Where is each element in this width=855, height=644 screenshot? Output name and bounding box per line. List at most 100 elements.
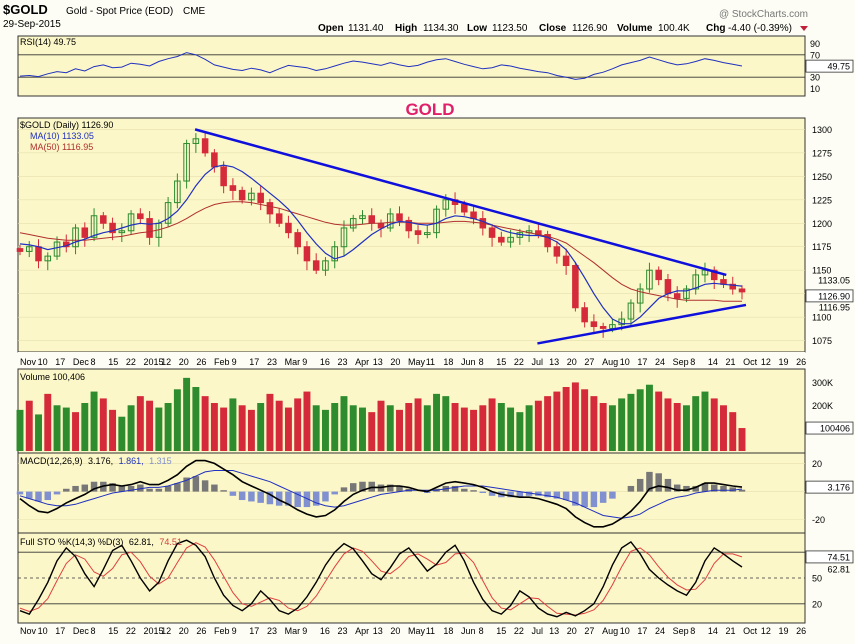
x-tick-label: Nov bbox=[20, 357, 37, 367]
price-candle bbox=[553, 246, 561, 257]
rsi-line bbox=[19, 52, 743, 80]
macd-histogram-bar bbox=[729, 487, 736, 492]
macd-histogram-bar bbox=[266, 491, 274, 505]
volume-bar bbox=[90, 391, 98, 451]
volume-bar bbox=[729, 412, 737, 451]
price-candle bbox=[331, 246, 338, 262]
macd-histogram-bar bbox=[590, 491, 598, 508]
chart-date: 29-Sep-2015 bbox=[3, 19, 61, 30]
volume-bar bbox=[109, 409, 117, 451]
macd-histogram-bar bbox=[646, 471, 653, 492]
macd-histogram-bar bbox=[396, 485, 403, 492]
macd-histogram-bar bbox=[72, 485, 79, 492]
price-candle bbox=[322, 260, 329, 271]
x-tick-label: Oct bbox=[743, 626, 758, 636]
price-candle bbox=[572, 265, 579, 309]
x-tick-label: 8 bbox=[91, 357, 96, 367]
price-candle bbox=[285, 222, 292, 234]
x-tick-label: 21 bbox=[726, 357, 736, 367]
macd-histogram-bar bbox=[636, 478, 644, 492]
price-candle bbox=[146, 218, 153, 238]
x-tick-label: 10 bbox=[38, 357, 48, 367]
sto-k-line bbox=[19, 539, 743, 618]
x-tick-label: 22 bbox=[126, 357, 136, 367]
macd-histogram-bar bbox=[90, 481, 98, 492]
x-tick-label: 26 bbox=[796, 357, 806, 367]
volume-bar bbox=[673, 403, 681, 451]
x-tick-label: 24 bbox=[655, 357, 665, 367]
volume-bar bbox=[368, 412, 376, 451]
macd-tick-label: 20 bbox=[812, 459, 822, 469]
macd-panel: 20 -20 3.176 MACD(12,26,9) 3.176, 1.861, 1… bbox=[16, 452, 854, 534]
volume-bar bbox=[16, 409, 24, 451]
price-candle bbox=[294, 232, 301, 248]
x-tick-label: 16 bbox=[320, 626, 330, 636]
x-tick-label: 26 bbox=[796, 626, 806, 636]
price-candle bbox=[461, 203, 468, 213]
x-tick-label: 11 bbox=[426, 357, 435, 367]
volume-bar bbox=[460, 407, 468, 451]
macd-histogram-bar bbox=[673, 484, 681, 492]
x-tick-label: 21 bbox=[726, 626, 736, 636]
macd-histogram-bar bbox=[507, 491, 514, 498]
x-tick-label: 11 bbox=[426, 626, 435, 636]
chg-label: Chg bbox=[706, 23, 725, 34]
macd-histogram-bar bbox=[664, 478, 672, 492]
down-arrow-icon bbox=[800, 26, 808, 31]
volume-bar bbox=[636, 389, 644, 451]
volume-bar bbox=[451, 403, 459, 451]
price-tick-label: 1225 bbox=[812, 195, 832, 205]
x-tick-label: 27 bbox=[584, 357, 594, 367]
x-tick-label: 20 bbox=[179, 357, 189, 367]
volume-bar bbox=[183, 377, 191, 451]
volume-bar bbox=[414, 398, 422, 451]
volume-bar bbox=[599, 403, 607, 451]
volume-tick-label: 200K bbox=[812, 401, 833, 411]
x-tick-label: Nov bbox=[20, 626, 37, 636]
volume-bar bbox=[405, 403, 413, 451]
volume-bar bbox=[312, 405, 320, 451]
x-tick-label: 10 bbox=[620, 626, 630, 636]
price-candle bbox=[137, 213, 144, 220]
volume-bar bbox=[229, 398, 237, 451]
price-candle bbox=[646, 269, 653, 290]
macd-tick-label: -20 bbox=[812, 515, 825, 525]
x-tick-label: 15 bbox=[496, 626, 506, 636]
macd-histogram-bar bbox=[544, 491, 551, 498]
macd-histogram-bar bbox=[535, 491, 542, 496]
x-tick-label: Jun bbox=[461, 357, 476, 367]
volume-bar bbox=[442, 396, 450, 451]
x-tick-label: 12 bbox=[761, 626, 771, 636]
x-tick-label: Aug bbox=[602, 357, 618, 367]
volume-bar bbox=[534, 400, 542, 451]
price-candle bbox=[738, 288, 746, 293]
price-candle bbox=[81, 227, 89, 238]
x-tick-label: 23 bbox=[337, 626, 347, 636]
price-candle bbox=[349, 218, 357, 229]
ma10-label: MA(10) 1133.05 bbox=[30, 131, 94, 141]
macd-histogram-bar bbox=[331, 491, 338, 495]
price-candle bbox=[248, 192, 255, 201]
x-tick-label: 23 bbox=[337, 357, 347, 367]
volume-panel: 300K 200K 100406 Volume 100,406 bbox=[16, 368, 854, 454]
x-tick-label: 27 bbox=[584, 626, 594, 636]
x-tick-label: 20 bbox=[179, 626, 189, 636]
x-tick-label: 10 bbox=[620, 357, 630, 367]
rsi-title: RSI(14) 49.75 bbox=[20, 37, 76, 47]
x-tick-label: 26 bbox=[196, 626, 206, 636]
sto-panel: 50 20 74.51 62.81 Full STO %K(14,3) %D(3) 6… bbox=[17, 532, 854, 624]
macd-histogram-bar bbox=[609, 491, 616, 499]
symbol: $GOLD bbox=[3, 2, 48, 17]
x-tick-label: 8 bbox=[690, 357, 695, 367]
macd-histogram-bar bbox=[692, 485, 699, 492]
price-candle bbox=[424, 232, 431, 236]
sto-tick-label: 20 bbox=[812, 599, 822, 609]
macd-histogram-bar bbox=[146, 488, 153, 492]
x-tick-label: 17 bbox=[637, 626, 647, 636]
macd-histogram-bar bbox=[451, 485, 459, 492]
macd-histogram-bar bbox=[285, 491, 292, 506]
x-tick-label: Feb bbox=[214, 357, 230, 367]
watermark: @ StockCharts.com bbox=[719, 9, 808, 20]
